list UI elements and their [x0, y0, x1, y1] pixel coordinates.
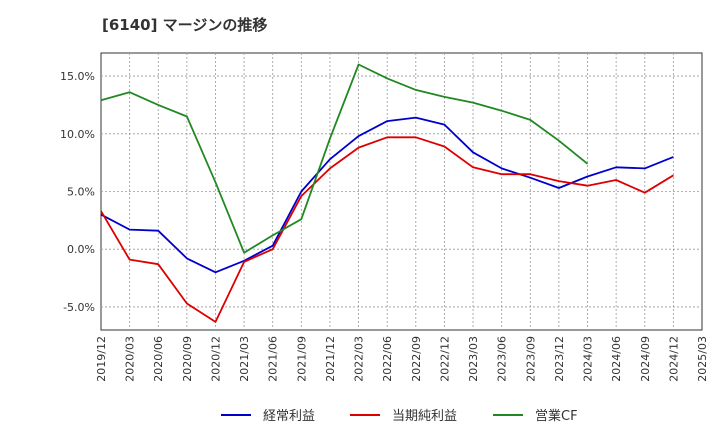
legend-label-1: 経常利益: [263, 409, 315, 424]
x-tick-label: 2025/03: [696, 336, 709, 382]
x-tick-label: 2021/06: [267, 336, 280, 382]
x-tick-label: 2023/09: [524, 336, 537, 382]
x-tick-label: 2023/12: [553, 336, 566, 382]
chart-title: [6140] マージンの推移: [102, 16, 268, 34]
series-line-1: [100, 116, 674, 274]
legend-label-2: 当期純利益: [392, 409, 457, 424]
x-tick-label: 2019/12: [95, 336, 108, 382]
x-tick-label: 2022/09: [410, 336, 423, 382]
x-tick-label: 2021/03: [238, 336, 251, 382]
x-tick-label: 2020/03: [124, 336, 137, 382]
x-tick-label: 2020/09: [181, 336, 194, 382]
y-tick-label: 0.0%: [67, 243, 95, 256]
x-tick-label: 2023/03: [467, 336, 480, 382]
y-tick-label: 10.0%: [60, 128, 95, 141]
x-tick-label: 2022/06: [381, 336, 394, 382]
x-tick-label: 2024/12: [667, 336, 680, 382]
series-line-3: [100, 63, 589, 254]
x-tick-label: 2024/09: [639, 336, 652, 382]
y-tick-labels: -5.0% 0.0% 5.0% 10.0% 15.0%: [60, 70, 95, 314]
y-tick-label: 15.0%: [60, 70, 95, 83]
x-tick-label: 2022/12: [438, 336, 451, 382]
grid-layer: [101, 53, 702, 330]
y-tick-label: 5.0%: [67, 186, 95, 199]
x-tick-label: 2020/06: [152, 336, 165, 382]
x-tick-label: 2021/12: [324, 336, 337, 382]
x-tick-label: 2022/03: [353, 336, 366, 382]
x-tick-labels: 2019/12 2020/03 2020/06 2020/09 2020/12 2021/…: [95, 336, 709, 382]
legend-label-3: 営業CF: [535, 408, 578, 424]
series-layer: [100, 63, 674, 323]
y-tick-label: -5.0%: [63, 301, 95, 314]
x-tick-label: 2024/06: [610, 336, 623, 382]
x-tick-label: 2021/09: [295, 336, 308, 382]
series-line-2: [100, 136, 674, 323]
legend: 経常利益 当期純利益 営業CF: [221, 408, 578, 424]
x-tick-label: 2020/12: [209, 336, 222, 382]
x-tick-label: 2024/03: [582, 336, 595, 382]
x-tick-label: 2023/06: [496, 336, 509, 382]
